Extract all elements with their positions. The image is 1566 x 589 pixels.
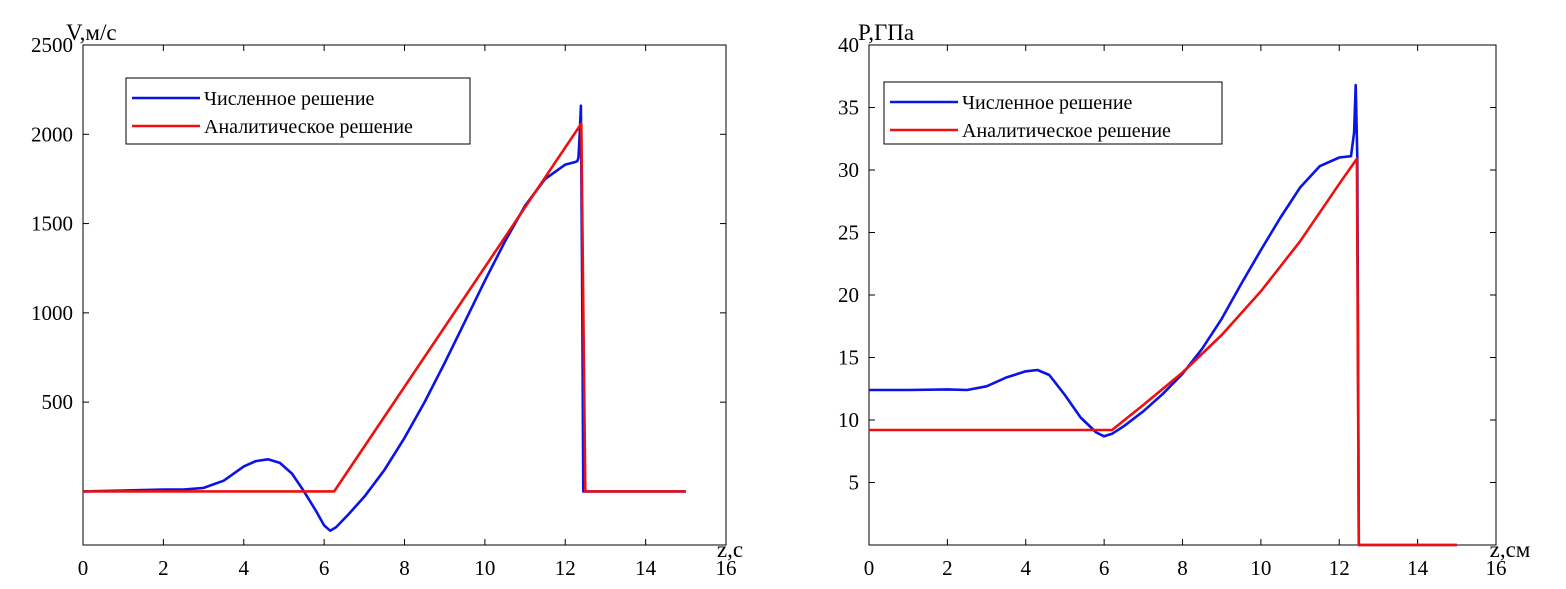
y-tick-label: 15	[838, 346, 859, 370]
x-axis-label: z,см	[1490, 537, 1531, 562]
x-tick-label: 6	[1099, 556, 1110, 580]
x-tick-label: 12	[555, 556, 576, 580]
x-tick-label: 10	[474, 556, 495, 580]
pressure-chart: 0 2 4 6 8 10 12 14 16 5 10 15 20 25 30 35 40 z,см P,ГПа Чис…	[838, 20, 1531, 580]
x-tick-label: 8	[399, 556, 410, 580]
y-tick-label: 1000	[31, 301, 73, 325]
y-tick-label: 40	[838, 33, 859, 57]
legend: Численное решение Аналитическое решение	[883, 81, 1223, 145]
y-axis-label: V,м/с	[66, 20, 117, 45]
y-tick-label: 10	[838, 408, 859, 432]
y-tick-label: 30	[838, 158, 859, 182]
x-tick-label: 10	[1250, 556, 1271, 580]
analytical-solution-line	[869, 157, 1457, 547]
legend-box	[125, 77, 471, 145]
legend-label-numerical: Численное решение	[962, 92, 1133, 114]
analytical-solution-line	[83, 122, 686, 493]
x-tick-label: 16	[716, 556, 737, 580]
legend-label-analytical: Аналитическое решение	[204, 116, 413, 138]
velocity-chart: 0 2 4 6 8 10 12 14 16 500 1000 1500 2000 2500 z,c V,м/с…	[31, 20, 743, 580]
legend: Численное решение Аналитическое решение	[125, 77, 471, 145]
y-tick-label: 2000	[31, 122, 73, 146]
y-tick-label: 1500	[31, 212, 73, 236]
x-tick-label: 14	[635, 556, 657, 580]
y-tick-label: 500	[42, 390, 74, 414]
x-tick-label: 6	[319, 556, 330, 580]
y-tick-label: 25	[838, 221, 859, 245]
y-axis-label: P,ГПа	[858, 20, 914, 45]
y-tick-label: 5	[849, 471, 860, 495]
x-tick-label: 8	[1177, 556, 1188, 580]
x-tick-label: 4	[239, 556, 250, 580]
x-axis-label: z,c	[717, 537, 743, 562]
y-tick-label: 20	[838, 283, 859, 307]
y-tick-label: 2500	[31, 33, 73, 57]
numerical-solution-line	[869, 83, 1457, 547]
x-tick-label: 2	[158, 556, 169, 580]
x-tick-label: 2	[942, 556, 953, 580]
legend-label-analytical: Аналитическое решение	[962, 120, 1171, 142]
numerical-solution-line	[82, 104, 686, 533]
x-tick-label: 12	[1329, 556, 1350, 580]
x-tick-label: 0	[78, 556, 89, 580]
legend-label-numerical: Численное решение	[204, 88, 375, 110]
x-tick-label: 4	[1021, 556, 1032, 580]
y-tick-label: 35	[838, 96, 859, 120]
x-tick-label: 16	[1486, 556, 1507, 580]
legend-box	[883, 81, 1223, 145]
x-tick-label: 14	[1407, 556, 1429, 580]
x-tick-label: 0	[864, 556, 875, 580]
